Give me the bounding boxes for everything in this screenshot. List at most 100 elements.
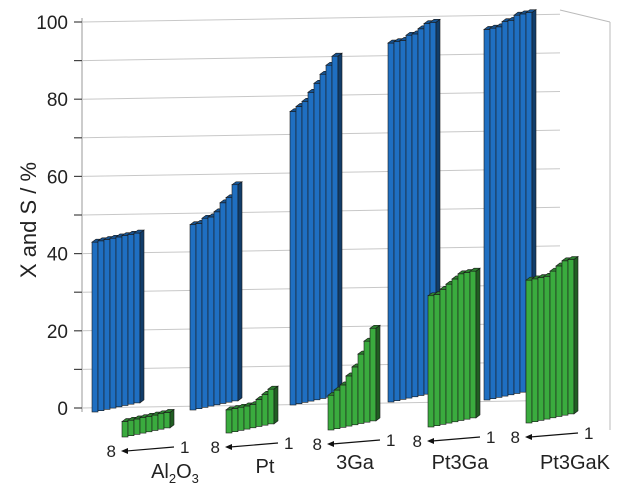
run-arrow (529, 432, 579, 438)
run-arrow (431, 436, 481, 442)
y-axis: 0 20 40 60 80 100 (36, 13, 82, 420)
green-bar-group-3 (427, 267, 481, 428)
bar (213, 211, 221, 406)
bar (405, 34, 413, 399)
run-start-label: 8 (413, 432, 422, 451)
bar (231, 184, 239, 402)
y-tick-label: 100 (36, 13, 68, 34)
run-arrow-head (225, 444, 232, 450)
bar (133, 232, 141, 404)
bar (555, 265, 563, 417)
bar (363, 340, 371, 423)
gridline (81, 399, 561, 409)
bar (483, 29, 491, 401)
bar (313, 82, 321, 401)
bar (237, 406, 245, 431)
bar (103, 239, 111, 410)
y-tick-label: 80 (47, 90, 68, 111)
category-label: Pt3Ga (432, 452, 490, 474)
bar (289, 111, 297, 406)
bar (489, 27, 497, 399)
bar (249, 404, 257, 429)
run-end-label: 1 (284, 434, 293, 453)
bar (567, 259, 575, 415)
y-tick-label: 60 (47, 167, 68, 188)
bar (157, 413, 165, 430)
bar (243, 405, 251, 430)
bar (327, 394, 335, 431)
run-arrow (229, 442, 279, 448)
bar (91, 241, 99, 413)
bars (91, 9, 579, 438)
bar (225, 409, 233, 434)
bar (433, 294, 441, 426)
bar (301, 101, 309, 403)
bar (207, 216, 215, 407)
bar (543, 275, 551, 420)
bar (495, 26, 503, 398)
bar-side (139, 229, 145, 404)
run-arrow (125, 446, 175, 452)
bar (195, 223, 203, 409)
bar (417, 28, 425, 396)
bar-side (475, 267, 481, 419)
bar (451, 278, 459, 423)
bar (225, 197, 233, 403)
run-arrow-head (121, 448, 128, 454)
bar (519, 13, 527, 393)
bar-side (337, 52, 343, 397)
run-arrow-head (525, 434, 532, 440)
bar (201, 217, 209, 408)
bar (469, 270, 477, 419)
bar (463, 272, 471, 420)
bar (255, 399, 263, 427)
bar (319, 73, 327, 399)
y-axis-label: X and S / % (16, 162, 41, 278)
bar (133, 418, 141, 435)
bar (561, 260, 569, 416)
bar (411, 33, 419, 398)
bar (151, 414, 159, 431)
bar-side (237, 181, 243, 402)
run-arrow-head (427, 438, 434, 444)
bar (445, 283, 453, 424)
bar (145, 416, 153, 433)
bar (457, 273, 465, 421)
bar (307, 92, 315, 402)
bar (393, 41, 401, 402)
bar (549, 270, 557, 419)
run-end-label: 1 (486, 428, 495, 447)
green-bar-group-0 (121, 408, 175, 438)
bar (261, 394, 269, 426)
bar-side (573, 255, 579, 415)
bar (427, 295, 435, 428)
bar (439, 288, 447, 425)
blue-bar-group-2 (289, 52, 343, 406)
bar (219, 202, 227, 404)
bar (163, 412, 171, 429)
bar (139, 417, 147, 434)
gridline (81, 52, 561, 62)
bar (525, 279, 533, 424)
bar (325, 64, 333, 398)
bar (357, 353, 365, 424)
bar (331, 55, 339, 397)
bar (127, 419, 135, 437)
blue-bar-group-3 (387, 18, 441, 403)
bar-side (273, 385, 279, 425)
bar (121, 235, 129, 406)
bar (127, 234, 135, 405)
category-label: Al2O3 (151, 461, 199, 486)
green-bar-group-4 (525, 255, 579, 424)
blue-bar-group-4 (483, 9, 537, 401)
run-end-label: 1 (180, 438, 189, 457)
bar (333, 389, 341, 430)
bar (537, 277, 545, 421)
y-tick-label: 0 (57, 399, 68, 420)
run-start-label: 8 (107, 442, 116, 461)
blue-bar-group-0 (91, 229, 145, 413)
bar (115, 236, 123, 408)
bar (97, 240, 105, 411)
bar (109, 237, 117, 409)
